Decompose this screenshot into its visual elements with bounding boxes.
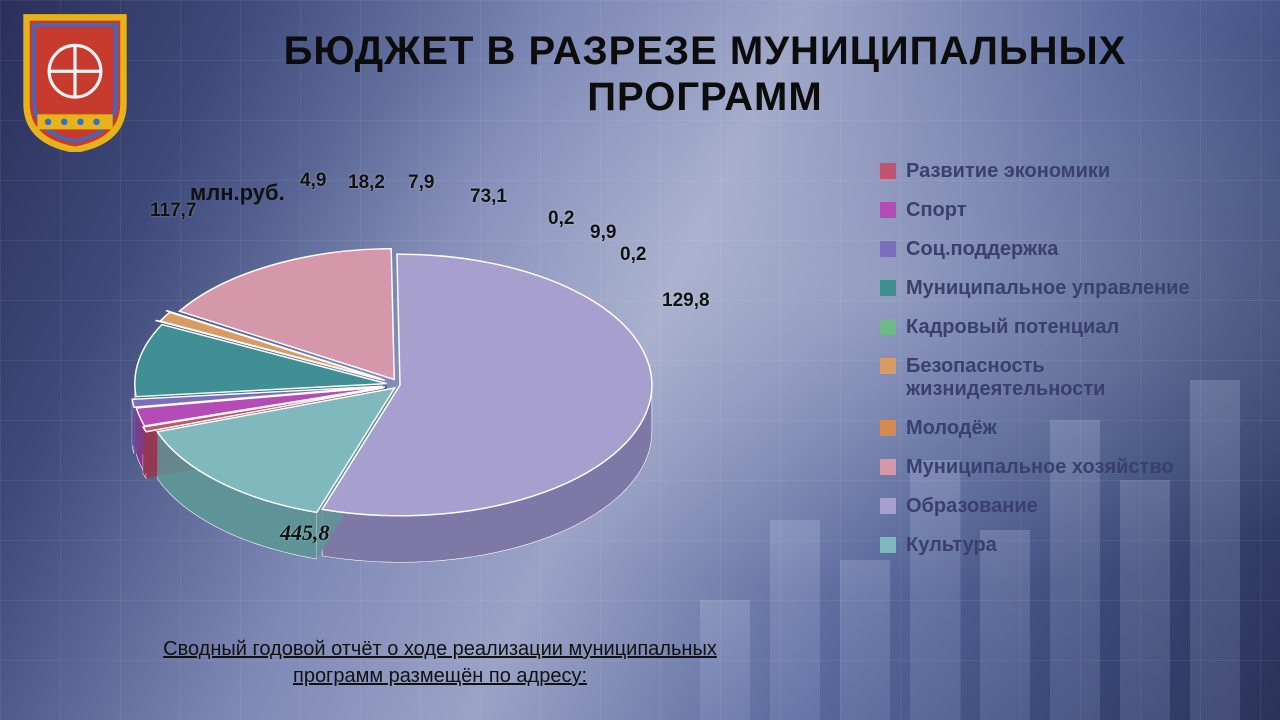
footnote-link[interactable]: Сводный годовой отчёт о ходе реализации … [120,636,760,690]
legend-swatch [880,319,896,335]
legend-label: Спорт [906,199,967,222]
legend-swatch [880,537,896,553]
legend-item-safety: Безопасность жизнидеятельности [880,355,1240,401]
legend-item-munhoz: Муниципальное хозяйство [880,456,1240,479]
legend-swatch [880,163,896,179]
legend: Развитие экономики Спорт Соц.поддержка Муни… [880,160,1240,573]
pie-svg [90,175,710,595]
legend-label: Соц.поддержка [906,238,1058,261]
legend-item-sport: Спорт [880,199,1240,222]
legend-item-culture: Культура [880,534,1240,557]
legend-swatch [880,358,896,374]
legend-label: Молодёж [906,417,997,440]
legend-label: Муниципальное хозяйство [906,456,1174,479]
legend-item-kadry: Кадровый потенциал [880,316,1240,339]
legend-label: Кадровый потенциал [906,316,1119,339]
legend-swatch [880,280,896,296]
value-label-culture: 117,7 [150,200,197,222]
legend-item-econ: Развитие экономики [880,160,1240,183]
legend-label: Развитие экономики [906,160,1110,183]
value-label-soc: 7,9 [408,172,434,194]
value-label-econ: 4,9 [300,170,326,192]
value-label-kadry: 0,2 [548,208,574,230]
slide-title: БЮДЖЕТ В РАЗРЕЗЕ МУНИЦИПАЛЬНЫХ ПРОГРАММ [170,28,1240,120]
value-label-edu: 445,8 [280,520,330,546]
value-label-mgmt: 73,1 [470,186,507,208]
legend-label: Муниципальное управление [906,277,1190,300]
legend-swatch [880,498,896,514]
legend-item-mgmt: Муниципальное управление [880,277,1240,300]
legend-swatch [880,420,896,436]
slide: БЮДЖЕТ В РАЗРЕЗЕ МУНИЦИПАЛЬНЫХ ПРОГРАММ … [0,0,1280,720]
legend-item-youth: Молодёж [880,417,1240,440]
value-label-sport: 18,2 [348,172,385,194]
legend-item-edu: Образование [880,495,1240,518]
legend-swatch [880,241,896,257]
value-label-safety: 9,9 [590,222,616,244]
coat-of-arms-icon [20,12,130,152]
legend-swatch [880,202,896,218]
legend-item-soc: Соц.поддержка [880,238,1240,261]
legend-label: Культура [906,534,997,557]
legend-label: Образование [906,495,1038,518]
value-label-munhoz: 129,8 [662,290,710,312]
legend-label: Безопасность жизнидеятельности [906,355,1240,401]
legend-swatch [880,459,896,475]
value-label-youth: 0,2 [620,244,646,266]
pie-chart [90,175,710,595]
